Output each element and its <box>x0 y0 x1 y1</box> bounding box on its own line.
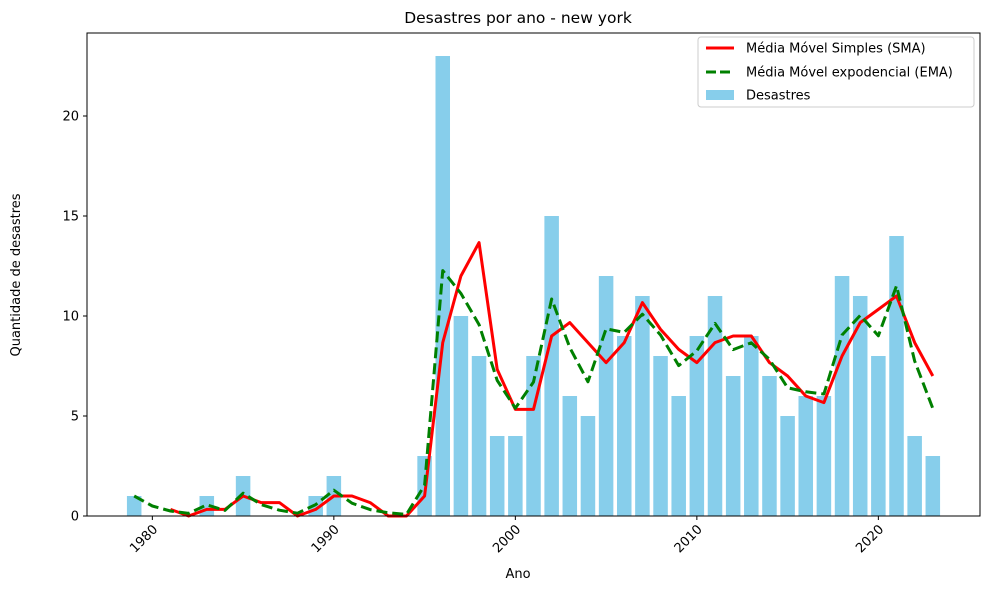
bar-1979 <box>126 496 142 516</box>
y-tick-label: 10 <box>62 310 79 325</box>
bar-2016 <box>798 396 814 516</box>
bar-1998 <box>471 356 487 516</box>
y-tick-label: 15 <box>62 210 79 225</box>
bar-1997 <box>453 316 469 516</box>
bar-2022 <box>907 436 922 516</box>
bar-2000 <box>508 436 523 516</box>
bar-2009 <box>671 396 686 516</box>
bar-2014 <box>762 376 777 516</box>
bar-2013 <box>744 336 759 516</box>
bar-2019 <box>852 296 868 516</box>
bar-2006 <box>616 336 632 516</box>
bar-2018 <box>834 276 850 516</box>
y-tick-label: 0 <box>71 510 79 525</box>
bar-2017 <box>816 396 832 516</box>
legend-label-sma: Média Móvel Simples (SMA) <box>746 42 926 57</box>
bar-2008 <box>653 356 668 516</box>
bar-2021 <box>889 236 904 516</box>
bar-2003 <box>562 396 578 516</box>
x-axis-title: Ano <box>505 567 530 582</box>
bar-2023 <box>925 456 941 516</box>
bar-2005 <box>598 276 614 516</box>
bar-series-desastres <box>126 56 941 516</box>
bar-2002 <box>544 216 559 516</box>
ema-line <box>133 269 935 516</box>
legend: Média Móvel Simples (SMA) Média Móvel ex… <box>697 36 975 108</box>
bar-1999 <box>489 436 505 516</box>
legend-swatch-desastres <box>706 90 734 100</box>
bar-2010 <box>689 336 705 516</box>
legend-box <box>697 36 975 108</box>
y-tick-label: 5 <box>71 410 79 425</box>
bar-2011 <box>707 296 723 516</box>
bar-2007 <box>635 296 650 516</box>
legend-label-ema: Média Móvel expodencial (EMA) <box>746 66 953 81</box>
legend-label-desastres: Desastres <box>746 89 811 104</box>
bar-2012 <box>725 376 741 516</box>
chart-title: Desastres por ano - new york <box>404 9 632 27</box>
y-axis-ticks: 0 5 10 15 20 <box>62 110 87 525</box>
bar-2020 <box>871 356 886 516</box>
y-tick-label: 20 <box>62 110 79 125</box>
y-axis-title: Quantidade de desastres <box>9 193 24 356</box>
bar-2004 <box>580 416 596 516</box>
plot-frame <box>86 32 981 517</box>
bar-2015 <box>780 416 795 516</box>
